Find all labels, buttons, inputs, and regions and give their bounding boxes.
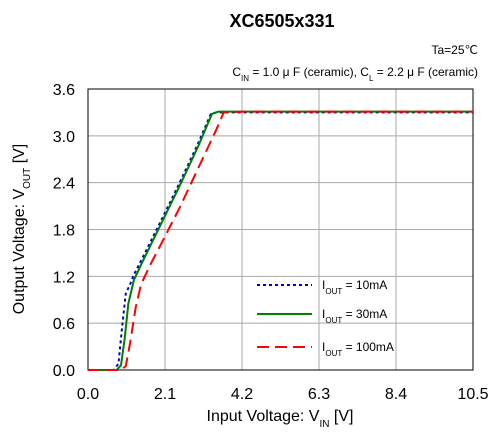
temperature-annotation: Ta=25℃ xyxy=(431,43,478,57)
y-tick-label: 3.6 xyxy=(53,82,75,99)
plot-border xyxy=(87,88,474,371)
tick-layer: 0.0 2.1 4.2 6.3 8.4 10.5 0.0 0.6 1.2 1.8 2.4 3.0 3.6 xyxy=(53,82,489,403)
chart-title: XC6505x331 xyxy=(229,11,334,31)
x-tick-label: 8.4 xyxy=(385,386,407,403)
capacitance-annotation: CIN = 1.0 μ F (ceramic), CL = 2.2 μ F (c… xyxy=(232,65,478,83)
x-tick-label: 0.0 xyxy=(77,386,99,403)
y-tick-label: 1.2 xyxy=(53,269,75,286)
y-tick-label: 3.0 xyxy=(53,129,75,146)
x-tick-label: 4.2 xyxy=(231,386,253,403)
grid-layer xyxy=(88,89,473,370)
legend: IOUT = 10mA IOUT = 30mA IOUT = 100mA xyxy=(257,278,394,358)
legend-label-2: IOUT = 30mA xyxy=(322,307,387,325)
y-tick-label: 0.0 xyxy=(53,363,75,380)
series-line-2 xyxy=(88,110,473,371)
x-tick-label: 10.5 xyxy=(457,386,488,403)
y-tick-label: 0.6 xyxy=(53,316,75,333)
y-tick-label: 1.8 xyxy=(53,223,75,240)
x-tick-label: 2.1 xyxy=(154,386,176,403)
series-line-1 xyxy=(88,111,473,371)
y-axis-label: Output Voltage: VOUT [V] xyxy=(11,144,33,315)
y-tick-label: 2.4 xyxy=(53,176,75,193)
series-layer xyxy=(88,110,473,371)
legend-label-1: IOUT = 10mA xyxy=(322,278,387,296)
legend-label-3: IOUT = 100mA xyxy=(322,340,394,358)
series-line-3 xyxy=(88,110,473,371)
x-axis-label: Input Voltage: VIN [V] xyxy=(207,408,354,430)
x-tick-label: 6.3 xyxy=(308,386,330,403)
